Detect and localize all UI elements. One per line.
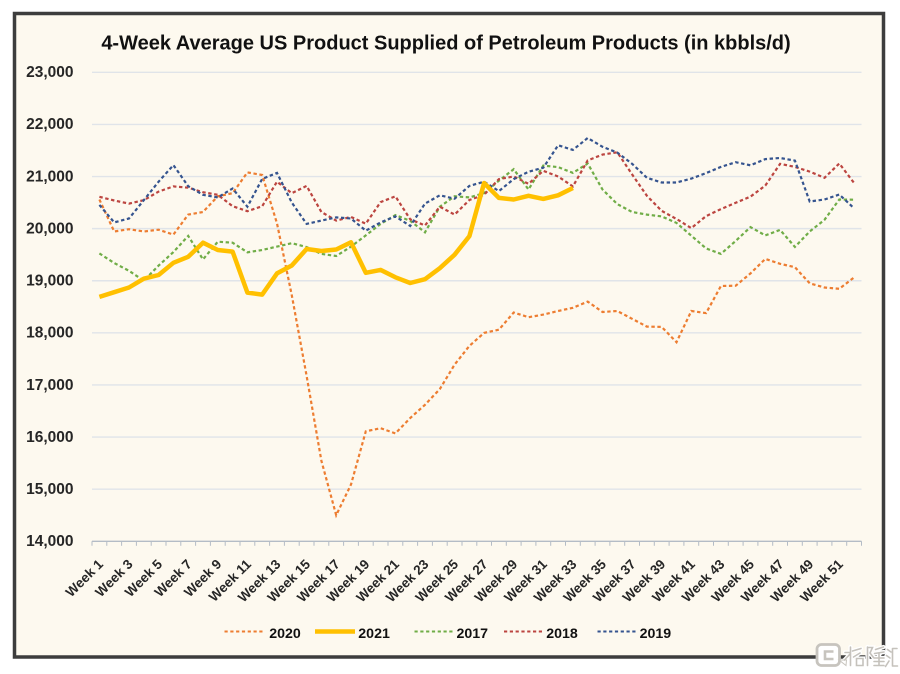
svg-text:4-Week Average US Product Supp: 4-Week Average US Product Supplied of Pe… [101, 33, 790, 55]
svg-text:18,000: 18,000 [26, 325, 73, 342]
svg-text:2021: 2021 [358, 626, 390, 642]
svg-text:2018: 2018 [546, 626, 578, 642]
svg-text:21,000: 21,000 [26, 168, 73, 185]
svg-text:15,000: 15,000 [26, 481, 73, 498]
svg-text:2020: 2020 [269, 626, 301, 642]
svg-text:16,000: 16,000 [26, 429, 73, 446]
svg-text:23,000: 23,000 [26, 64, 73, 81]
svg-text:17,000: 17,000 [26, 377, 73, 394]
svg-text:22,000: 22,000 [26, 116, 73, 133]
svg-text:19,000: 19,000 [26, 273, 73, 290]
svg-text:2019: 2019 [640, 626, 672, 642]
svg-text:20,000: 20,000 [26, 220, 73, 237]
svg-text:14,000: 14,000 [26, 533, 73, 550]
svg-text:2017: 2017 [457, 626, 489, 642]
